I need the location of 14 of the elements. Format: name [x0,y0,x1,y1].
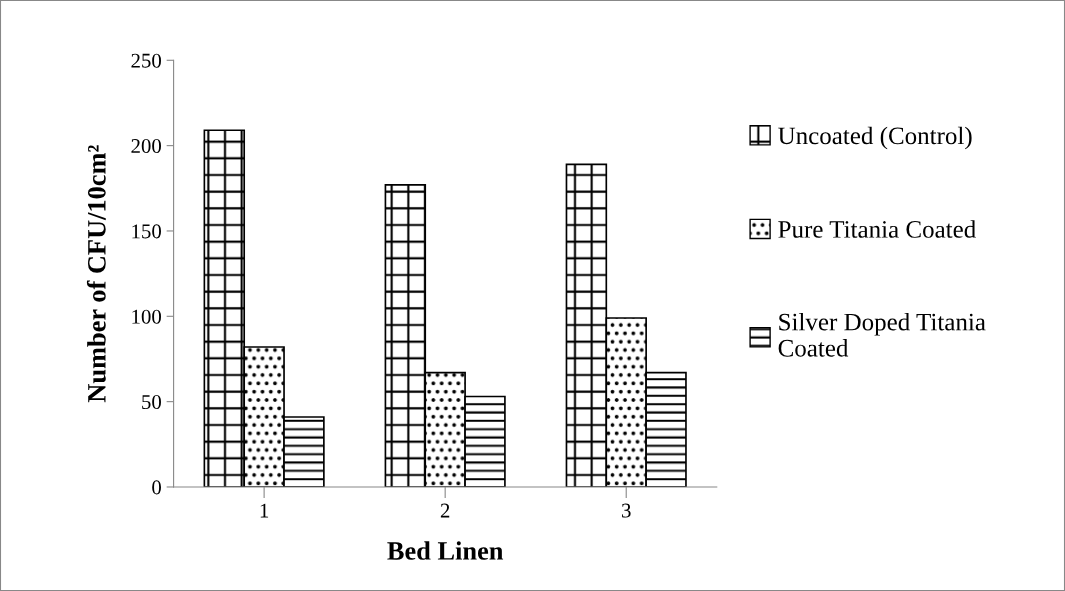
y-axis-title: Number of CFU/10cm² [86,145,106,403]
y-tick-label: 250 [131,53,161,68]
y-tick-label: 150 [132,224,161,239]
x-tick-label: 1 [260,503,269,518]
x-tick-label: 2 [440,503,450,518]
legend-label: Pure Titania Coated [778,220,976,238]
x-tick-label: 3 [622,503,631,518]
legend-label: Uncoated (Control) [778,126,972,150]
y-tick-label: 50 [142,395,161,410]
y-tick-label: 200 [131,139,161,154]
y-tick-label: 0 [152,480,161,495]
y-tick-label: 100 [132,309,161,324]
x-axis-title: Bed Linen [387,541,504,560]
legend-label: Silver Doped Titania Coated [778,312,986,357]
